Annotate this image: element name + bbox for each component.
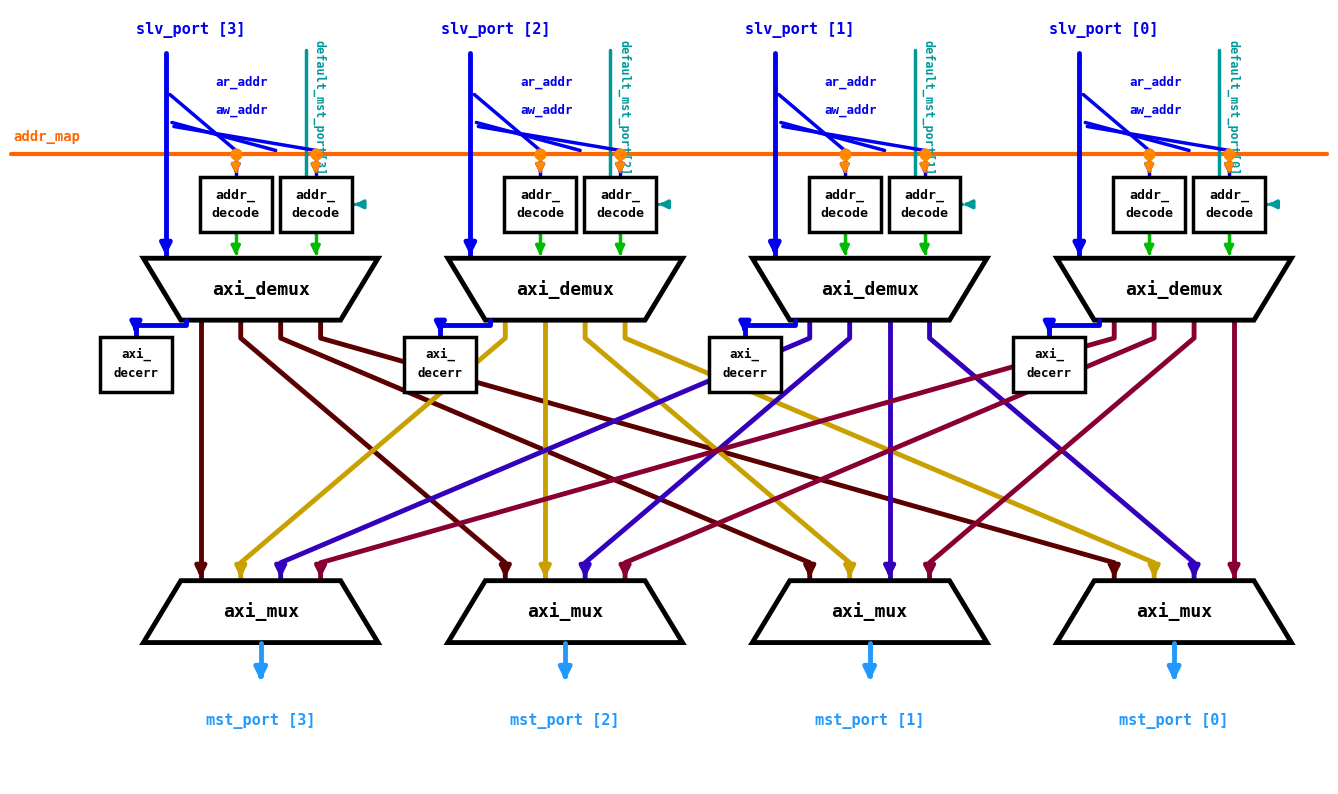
Text: axi_demux: axi_demux (1125, 279, 1223, 299)
Point (914, 148, 935, 160)
Text: ar_addr: ar_addr (215, 75, 269, 89)
Text: ar_addr: ar_addr (1129, 75, 1181, 89)
Text: aw_addr: aw_addr (520, 104, 573, 118)
Text: addr_: addr_ (1210, 188, 1248, 202)
Text: mst_port [0]: mst_port [0] (1120, 714, 1228, 730)
Polygon shape (752, 580, 987, 642)
Text: default_mst_port[0]: default_mst_port[0] (1226, 40, 1239, 175)
Text: axi_demux: axi_demux (820, 279, 919, 299)
Text: decode: decode (292, 207, 340, 220)
Bar (199, 177, 272, 232)
Text: axi_: axi_ (729, 348, 760, 361)
Text: axi_mux: axi_mux (527, 602, 603, 621)
Bar (404, 337, 476, 391)
Text: addr_: addr_ (520, 188, 561, 202)
Text: decode: decode (900, 207, 949, 220)
Text: aw_addr: aw_addr (1129, 104, 1181, 118)
Point (1219, 148, 1240, 160)
Point (609, 148, 630, 160)
Point (834, 148, 855, 160)
Polygon shape (143, 580, 379, 642)
Text: addr_: addr_ (824, 188, 864, 202)
Text: addr_map: addr_map (13, 130, 80, 145)
Text: default_mst_port[2]: default_mst_port[2] (617, 40, 630, 175)
Text: decode: decode (820, 207, 868, 220)
Polygon shape (143, 258, 379, 320)
Text: decode: decode (597, 207, 644, 220)
Bar (1193, 177, 1264, 232)
Text: addr_: addr_ (1129, 188, 1169, 202)
Bar (1013, 337, 1085, 391)
Text: ar_addr: ar_addr (520, 75, 573, 89)
Text: slv_port [1]: slv_port [1] (745, 21, 855, 37)
Text: decerr: decerr (1026, 367, 1072, 380)
Polygon shape (752, 258, 987, 320)
Text: axi_demux: axi_demux (211, 279, 309, 299)
Text: decode: decode (1125, 207, 1173, 220)
Polygon shape (1057, 258, 1291, 320)
Text: ar_addr: ar_addr (824, 75, 878, 89)
Polygon shape (448, 258, 682, 320)
Text: default_mst_port[3]: default_mst_port[3] (313, 40, 326, 175)
Text: axi_: axi_ (1034, 348, 1064, 361)
Bar (100, 337, 171, 391)
Text: mst_port [1]: mst_port [1] (815, 714, 925, 730)
Bar (888, 177, 961, 232)
Text: decerr: decerr (723, 367, 768, 380)
Bar (1113, 177, 1185, 232)
Text: mst_port [2]: mst_port [2] (510, 714, 619, 730)
Point (1139, 148, 1160, 160)
Text: axi_mux: axi_mux (222, 602, 298, 621)
Text: decode: decode (211, 207, 260, 220)
Text: slv_port [2]: slv_port [2] (440, 21, 550, 37)
Text: slv_port [0]: slv_port [0] (1049, 21, 1159, 37)
Text: slv_port [3]: slv_port [3] (136, 21, 246, 37)
Text: axi_mux: axi_mux (1136, 602, 1212, 621)
Polygon shape (1057, 580, 1291, 642)
Polygon shape (448, 580, 682, 642)
Point (225, 148, 246, 160)
Text: decode: decode (516, 207, 565, 220)
Text: addr_: addr_ (296, 188, 336, 202)
Bar (808, 177, 880, 232)
Bar (709, 337, 781, 391)
Text: decerr: decerr (417, 367, 463, 380)
Text: addr_: addr_ (215, 188, 256, 202)
Text: axi_: axi_ (425, 348, 455, 361)
Text: axi_demux: axi_demux (516, 279, 614, 299)
Text: default_mst_port[1]: default_mst_port[1] (922, 40, 935, 175)
Text: decerr: decerr (114, 367, 158, 380)
Text: addr_: addr_ (599, 188, 640, 202)
Bar (585, 177, 656, 232)
Bar (504, 177, 577, 232)
Text: addr_: addr_ (904, 188, 945, 202)
Text: aw_addr: aw_addr (824, 104, 878, 118)
Point (530, 148, 551, 160)
Text: axi_mux: axi_mux (832, 602, 907, 621)
Point (305, 148, 326, 160)
Text: mst_port [3]: mst_port [3] (206, 714, 316, 730)
Text: decode: decode (1206, 207, 1252, 220)
Text: axi_: axi_ (120, 348, 151, 361)
Text: aw_addr: aw_addr (215, 104, 269, 118)
Bar (280, 177, 352, 232)
